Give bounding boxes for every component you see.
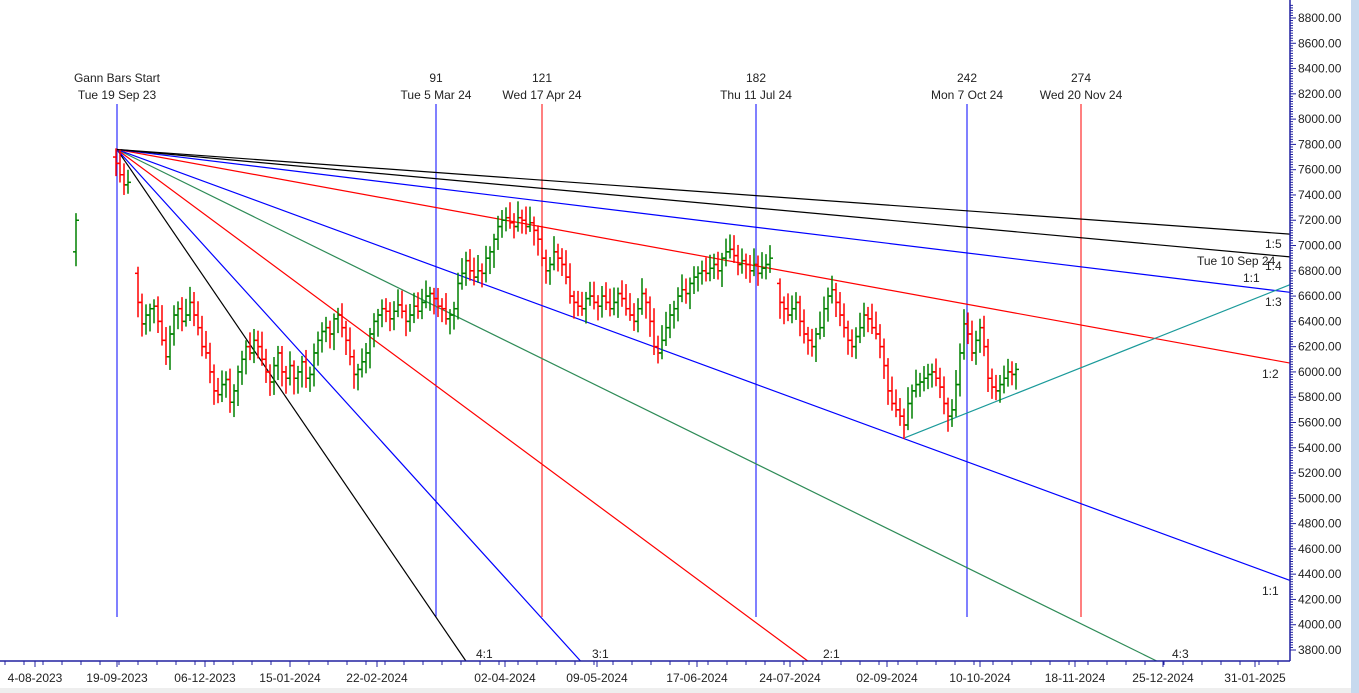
gann-fan-label-1-5: 1:5	[1265, 237, 1282, 251]
y-tick-label: 6600.00	[1298, 289, 1342, 303]
y-tick-label: 4400.00	[1298, 567, 1342, 581]
x-tick-label: 4-08-2023	[8, 671, 63, 685]
y-tick-label: 8400.00	[1298, 62, 1342, 76]
gann-bar-date-label: Wed 17 Apr 24	[502, 88, 581, 102]
gann-fan-label-1-1: 1:1	[1262, 584, 1279, 598]
x-tick-label: 19-09-2023	[86, 671, 148, 685]
trendline-ratio-label: 1:1	[1243, 271, 1260, 285]
gann-fan-label-1-3: 1:3	[1265, 295, 1282, 309]
gann-bar-count-label: Gann Bars Start	[74, 71, 161, 85]
gann-bar-count-label: 182	[746, 71, 766, 85]
x-tick-label: 02-09-2024	[856, 671, 918, 685]
y-tick-label: 6000.00	[1298, 365, 1342, 379]
y-tick-label: 4000.00	[1298, 618, 1342, 632]
gann-fan-line-1-2	[116, 148, 1291, 364]
price-ohlc-bars	[73, 148, 1019, 439]
ohlc-bar	[767, 245, 773, 273]
x-tick-label: 06-12-2023	[174, 671, 236, 685]
y-tick-label: 4600.00	[1298, 542, 1342, 556]
gann-fan-label-1-2: 1:2	[1262, 367, 1279, 381]
gann-bar-count-label: 274	[1071, 71, 1091, 85]
gann-fan-line-4-3	[116, 148, 1157, 662]
y-tick-label: 6200.00	[1298, 340, 1342, 354]
y-tick-label: 6400.00	[1298, 314, 1342, 328]
gann-bar-count-label: 242	[957, 71, 977, 85]
y-tick-label: 8600.00	[1298, 36, 1342, 50]
gann-fan-label-2-1: 2:1	[823, 647, 840, 661]
ohlc-bar	[125, 169, 131, 194]
gann-fan-line-1-4	[116, 148, 1291, 258]
gann-bar-date-label: Thu 11 Jul 24	[720, 88, 792, 102]
y-tick-label: 5600.00	[1298, 415, 1342, 429]
gann-fan-line-3-1	[116, 149, 581, 662]
gann-fan-label-1-4: 1:4	[1265, 259, 1282, 273]
gann-fan-line-4-1	[116, 149, 467, 662]
x-tick-label: 02-04-2024	[474, 671, 536, 685]
gann-bar-date-label: Tue 5 Mar 24	[401, 88, 472, 102]
gann-bar-count-label: 121	[532, 71, 552, 85]
trendline[interactable]: Tue 10 Sep 24 1:1	[904, 254, 1291, 439]
y-tick-label: 8200.00	[1298, 87, 1342, 101]
y-axis[interactable]: 8800.00 8600.00 8400.00 8200.00 8000.00 7800.…	[1289, 0, 1342, 661]
x-tick-label: 24-07-2024	[759, 671, 821, 685]
gann-fan-label-3-1: 3:1	[592, 647, 609, 661]
y-tick-label: 7600.00	[1298, 163, 1342, 177]
y-tick-label: 5000.00	[1298, 491, 1342, 505]
gann-fan-line-1-1	[116, 148, 1291, 582]
gann-bar-vertical-lines	[116, 104, 1082, 617]
x-tick-label: 25-12-2024	[1132, 671, 1194, 685]
gann-bar-date-label: Tue 19 Sep 23	[78, 88, 157, 102]
bottom-status-strip	[0, 688, 1351, 693]
gann-fan-line-1-5	[116, 148, 1291, 235]
ohlc-bar	[73, 213, 79, 267]
right-scrollbar-strip[interactable]	[1351, 0, 1359, 693]
x-tick-label: 15-01-2024	[259, 671, 321, 685]
x-tick-label: 22-02-2024	[346, 671, 408, 685]
gann-bar-count-label: 91	[429, 71, 443, 85]
x-tick-label: 10-10-2024	[949, 671, 1011, 685]
x-axis[interactable]: 4-08-2023 19-09-2023 06-12-2023 15-01-2024 2…	[0, 660, 1290, 685]
y-tick-label: 7800.00	[1298, 137, 1342, 151]
y-tick-label: 3800.00	[1298, 643, 1342, 657]
x-tick-label: 17-06-2024	[666, 671, 728, 685]
gann-bar-date-label: Wed 20 Nov 24	[1040, 88, 1123, 102]
y-tick-label: 5800.00	[1298, 390, 1342, 404]
y-tick-label: 5200.00	[1298, 466, 1342, 480]
gann-fan-label-4-1: 4:1	[476, 647, 493, 661]
x-tick-label: 09-05-2024	[566, 671, 628, 685]
trendline-date-label: Tue 10 Sep 24	[1197, 254, 1276, 268]
y-tick-label: 6800.00	[1298, 264, 1342, 278]
gann-bar-labels: Gann Bars Start Tue 19 Sep 23 91 Tue 5 Mar …	[74, 71, 1123, 102]
ohlc-bar	[1013, 363, 1019, 390]
y-tick-label: 7000.00	[1298, 239, 1342, 253]
y-tick-label: 4200.00	[1298, 592, 1342, 606]
y-tick-label: 5400.00	[1298, 441, 1342, 455]
y-tick-label: 8000.00	[1298, 112, 1342, 126]
y-tick-label: 8800.00	[1298, 11, 1342, 25]
gann-fan-line-2-1	[116, 148, 809, 662]
gann-fan-ratio-labels: 4:1 3:1 2:1 4:3 1:1 1:2 1:3 1:4 1:5	[476, 237, 1282, 661]
y-tick-label: 7200.00	[1298, 213, 1342, 227]
gann-bar-date-label: Mon 7 Oct 24	[931, 88, 1003, 102]
gann-fan-label-4-3: 4:3	[1172, 647, 1189, 661]
y-tick-label: 7400.00	[1298, 188, 1342, 202]
y-tick-label: 4800.00	[1298, 517, 1342, 531]
gann-fan-lines	[116, 148, 1291, 662]
gann-fan-line-1-3	[116, 148, 1291, 293]
x-tick-label: 18-11-2024	[1045, 671, 1106, 685]
x-tick-label: 31-01-2025	[1224, 671, 1286, 685]
support-trendline[interactable]	[904, 284, 1291, 439]
